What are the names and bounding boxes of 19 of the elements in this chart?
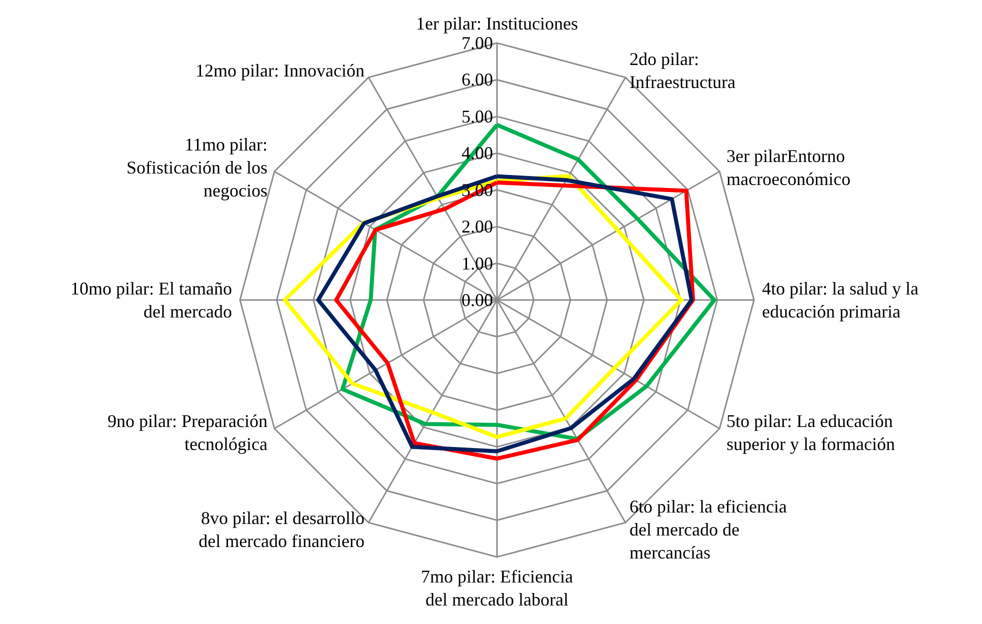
y-tick-label: 6.00 xyxy=(462,70,493,90)
y-tick-label: 1.00 xyxy=(462,253,493,274)
spoke-label: 9no pilar: Preparación tecnológica xyxy=(108,411,268,454)
spoke-label: 8vo pilar: el desarrollo del mercado financiero xyxy=(198,508,364,551)
spoke-label: 3er pilarEntorno macroeconómico xyxy=(726,146,850,189)
y-tick-label: 3.00 xyxy=(462,180,493,200)
spoke-label: 11mo pilar: Sofisticación de los negocios xyxy=(126,134,268,200)
spoke-label: 12mo pilar: Innovación xyxy=(196,60,364,81)
y-tick-label: 2.00 xyxy=(462,216,493,237)
spoke-label: 7mo pilar: Eficiencia del mercado laboral xyxy=(421,566,573,610)
y-tick-label: 0.00 xyxy=(462,290,493,310)
spoke-label: 6to pilar: la eficiencia del mercado de mercancías xyxy=(630,496,787,562)
y-tick-label: 5.00 xyxy=(462,106,493,126)
spoke-label: 1er pilar: Instituciones xyxy=(416,14,578,34)
spoke-label: 4to pilar: la salud y la educación primaria xyxy=(762,278,918,322)
spoke-label: 2do pilar: Infraestructura xyxy=(630,49,736,92)
spoke-label: 10mo pilar: El tamaño del mercado xyxy=(70,278,232,322)
y-tick-label: 7.00 xyxy=(462,33,493,53)
spoke-label: 5to pilar: La educación superior y la formación xyxy=(726,411,895,454)
